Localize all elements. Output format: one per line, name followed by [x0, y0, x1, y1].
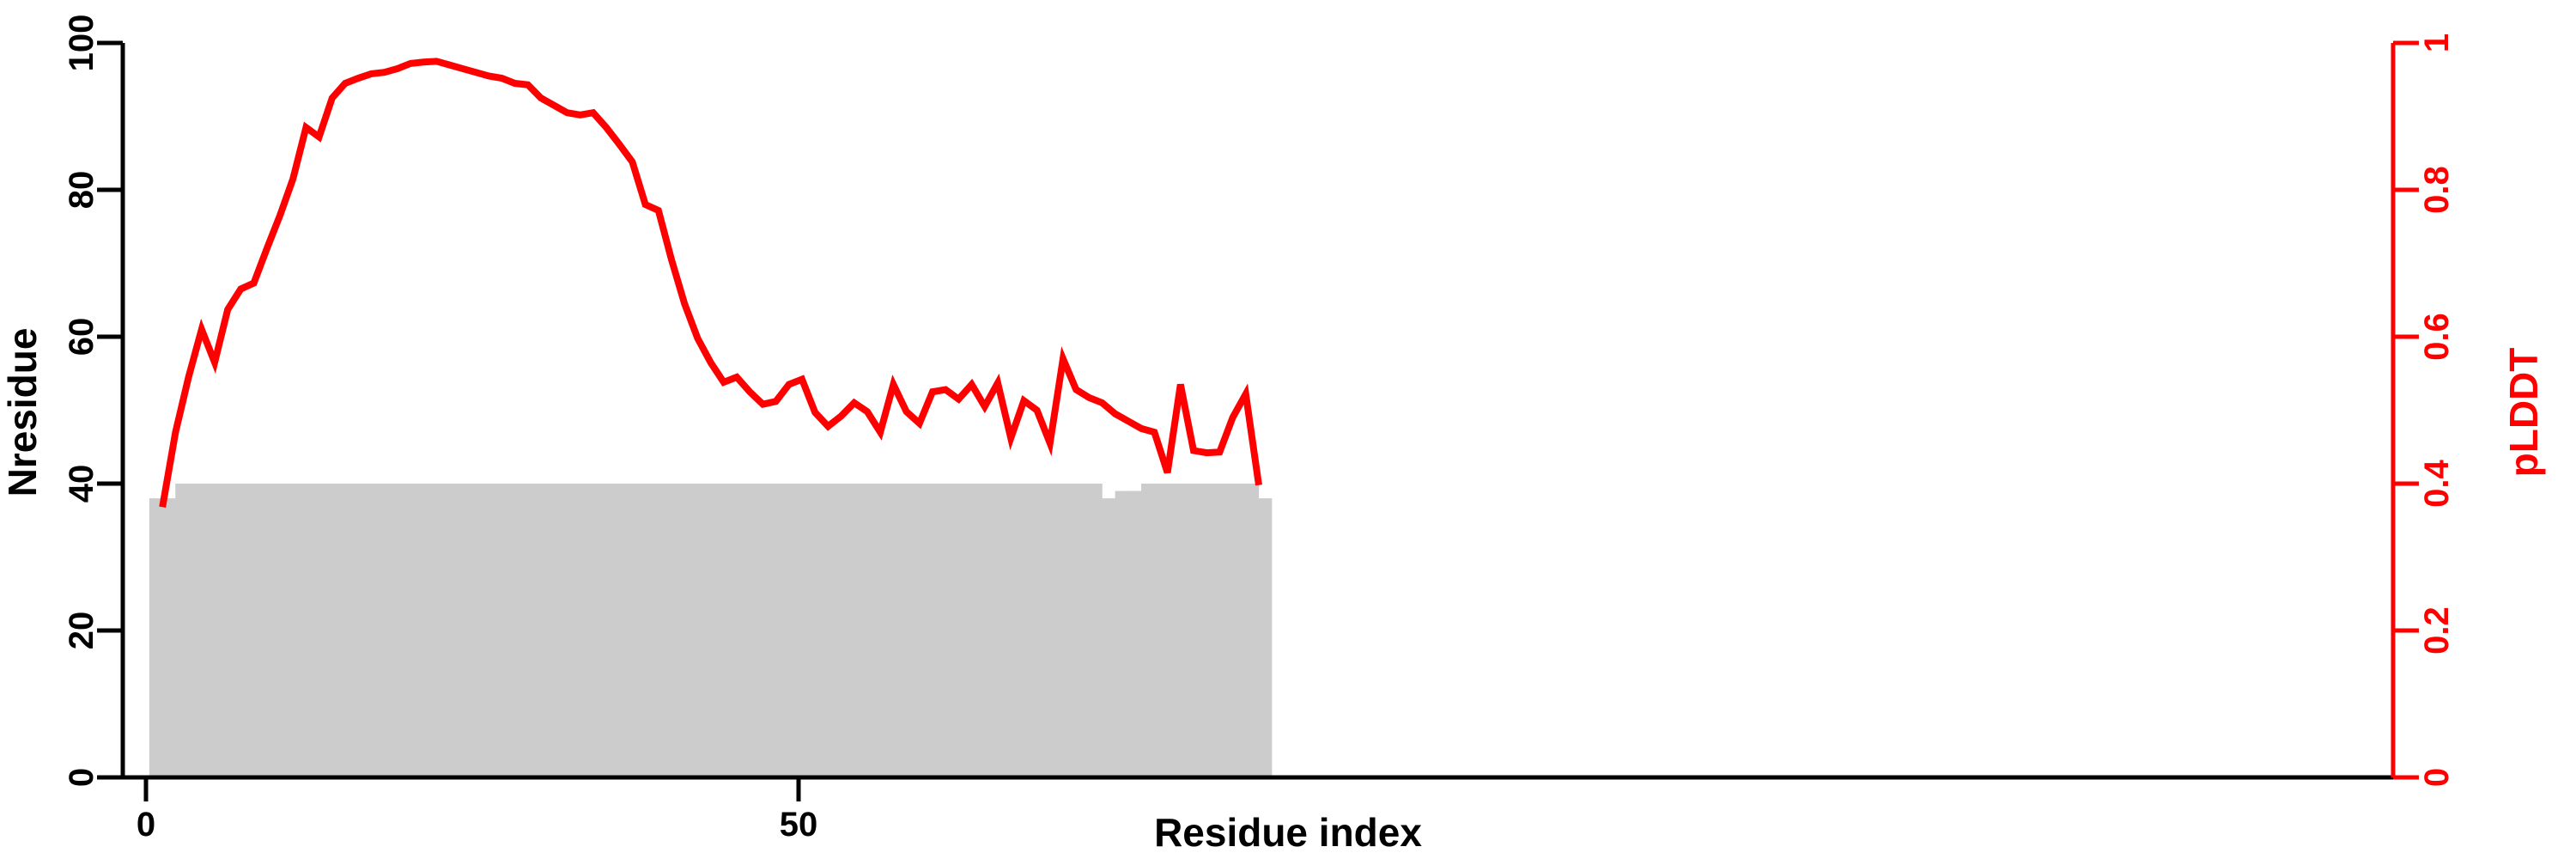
x-axis-title: Residue index	[1154, 810, 1422, 855]
y2-axis-tick-label: 0.8	[2418, 166, 2456, 214]
y2-axis-tick-label: 1	[2418, 34, 2456, 52]
y2-axis-tick-label: 0	[2418, 768, 2456, 787]
bar-series-nresidue	[149, 484, 1273, 777]
y-axis-tick-label: 20	[63, 612, 100, 650]
y-axis-tick-label: 80	[63, 171, 100, 210]
y-axis-tick-label: 40	[63, 465, 100, 503]
y2-axis-title: pLDDT	[2501, 348, 2546, 478]
x-axis-tick-label: 50	[780, 806, 818, 844]
left-axis-ticks: 0 20 40 60 80 100	[63, 15, 123, 787]
y-axis-tick-label: 0	[63, 768, 100, 787]
x-axis-tick-label: 0	[137, 806, 155, 844]
bar	[1076, 484, 1103, 777]
plddt-line-path	[159, 58, 1262, 509]
y2-axis-tick-label: 0.2	[2418, 606, 2456, 655]
y-axis-tick-label: 100	[63, 15, 100, 72]
y2-axis-tick-label: 0.4	[2418, 459, 2456, 507]
bottom-axis: 0 50	[123, 775, 2396, 844]
y-axis-tick-label: 60	[63, 318, 100, 356]
y-axis-title: Nresidue	[0, 328, 45, 497]
left-axis: 0 20 40 60 80 100	[63, 15, 125, 787]
bar	[1245, 498, 1273, 777]
bottom-axis-ticks: 0 50	[137, 777, 817, 844]
y2-axis-tick-label: 0.6	[2418, 313, 2456, 361]
right-axis-ticks: 0 0.2 0.4 0.6 0.8 1	[2393, 34, 2456, 787]
right-axis: 0 0.2 0.4 0.6 0.8 1	[2391, 34, 2456, 787]
line-series-plddt	[159, 58, 1262, 509]
